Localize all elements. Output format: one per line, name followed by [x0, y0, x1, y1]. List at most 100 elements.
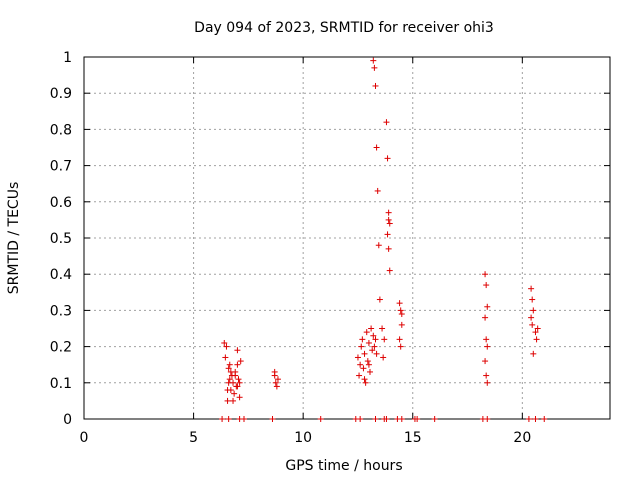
data-point: [368, 325, 375, 332]
data-point: [373, 144, 380, 151]
y-tick-label: 0.7: [50, 159, 72, 175]
grid-lines: [84, 57, 610, 419]
data-point: [529, 321, 536, 328]
data-point: [525, 416, 532, 422]
data-point: [482, 358, 489, 365]
data-point: [386, 267, 393, 274]
data-point: [361, 376, 368, 383]
data-point: [371, 343, 378, 350]
data-point: [370, 57, 377, 64]
data-point: [354, 354, 361, 361]
data-point: [234, 347, 241, 354]
data-point: [231, 390, 238, 397]
data-point: [483, 336, 490, 343]
x-tick-label: 0: [80, 430, 89, 446]
data-point: [385, 245, 392, 252]
data-point: [381, 336, 388, 343]
data-point: [383, 416, 390, 422]
data-point: [230, 397, 237, 404]
data-point: [234, 383, 241, 390]
data-point: [357, 361, 364, 368]
data-point: [386, 220, 393, 227]
data-point: [360, 365, 367, 372]
data-point: [369, 347, 376, 354]
data-point: [219, 416, 226, 422]
data-point: [222, 354, 229, 361]
data-point: [269, 416, 276, 422]
data-point: [528, 314, 535, 321]
data-point: [226, 376, 233, 383]
data-point: [235, 376, 242, 383]
data-point: [372, 82, 379, 89]
data-point: [383, 119, 390, 126]
data-point: [484, 343, 491, 350]
data-point: [397, 343, 404, 350]
data-point: [367, 368, 374, 375]
data-point: [384, 155, 391, 162]
data-point: [483, 282, 490, 289]
y-axis-label: SRMTID / TECUs: [6, 182, 22, 295]
data-point: [362, 379, 369, 386]
data-point: [364, 358, 371, 365]
data-point: [372, 416, 379, 422]
data-point: [534, 325, 541, 332]
y-tick-label: 0.1: [50, 376, 72, 392]
data-point: [273, 383, 280, 390]
data-point: [533, 336, 540, 343]
axes: 00.10.20.30.40.50.60.70.80.910 5 10 15 20: [50, 50, 610, 446]
x-tick-label: 5: [189, 430, 198, 446]
data-point: [227, 368, 234, 375]
data-point: [431, 416, 438, 422]
x-tick-label: 20: [513, 430, 531, 446]
data-point: [398, 321, 405, 328]
data-point: [484, 416, 491, 422]
data-point: [274, 376, 281, 383]
data-point: [414, 416, 421, 422]
data-point: [373, 350, 380, 357]
data-point: [371, 64, 378, 71]
data-point: [224, 397, 231, 404]
data-point: [529, 296, 536, 303]
data-markers: [219, 57, 548, 422]
plot-frame: [83, 56, 611, 420]
data-point: [380, 354, 387, 361]
y-tick-label: 0: [63, 412, 72, 428]
data-point: [236, 379, 243, 386]
data-point: [361, 350, 368, 357]
x-axis-label: GPS time / hours: [285, 458, 402, 474]
data-point: [237, 358, 244, 365]
data-point: [224, 387, 231, 394]
data-point: [358, 343, 365, 350]
chart-title: Day 094 of 2023, SRMTID for receiver ohi…: [194, 20, 494, 36]
data-point: [365, 361, 372, 368]
y-tick-label: 0.3: [50, 303, 72, 319]
data-point: [226, 361, 233, 368]
data-point: [532, 416, 539, 422]
data-point: [385, 216, 392, 223]
data-point: [385, 209, 392, 216]
data-point: [484, 379, 491, 386]
data-point: [221, 339, 228, 346]
data-point: [376, 296, 383, 303]
data-point: [359, 336, 366, 343]
data-point: [530, 350, 537, 357]
y-tick-label: 0.6: [50, 195, 72, 211]
y-tick-label: 0.2: [50, 340, 72, 356]
data-point: [398, 311, 405, 318]
x-tick-label: 15: [404, 430, 422, 446]
data-point: [240, 416, 247, 422]
data-point: [398, 416, 405, 422]
data-point: [483, 372, 490, 379]
data-point: [223, 343, 230, 350]
y-tick-label: 0.8: [50, 122, 72, 138]
data-point: [372, 336, 379, 343]
data-point: [225, 416, 232, 422]
data-point: [375, 242, 382, 249]
y-tick-label: 0.5: [50, 231, 72, 247]
data-point: [374, 187, 381, 194]
y-tick-label: 0.4: [50, 267, 72, 283]
data-point: [379, 325, 386, 332]
data-point: [272, 379, 279, 386]
data-point: [357, 416, 364, 422]
